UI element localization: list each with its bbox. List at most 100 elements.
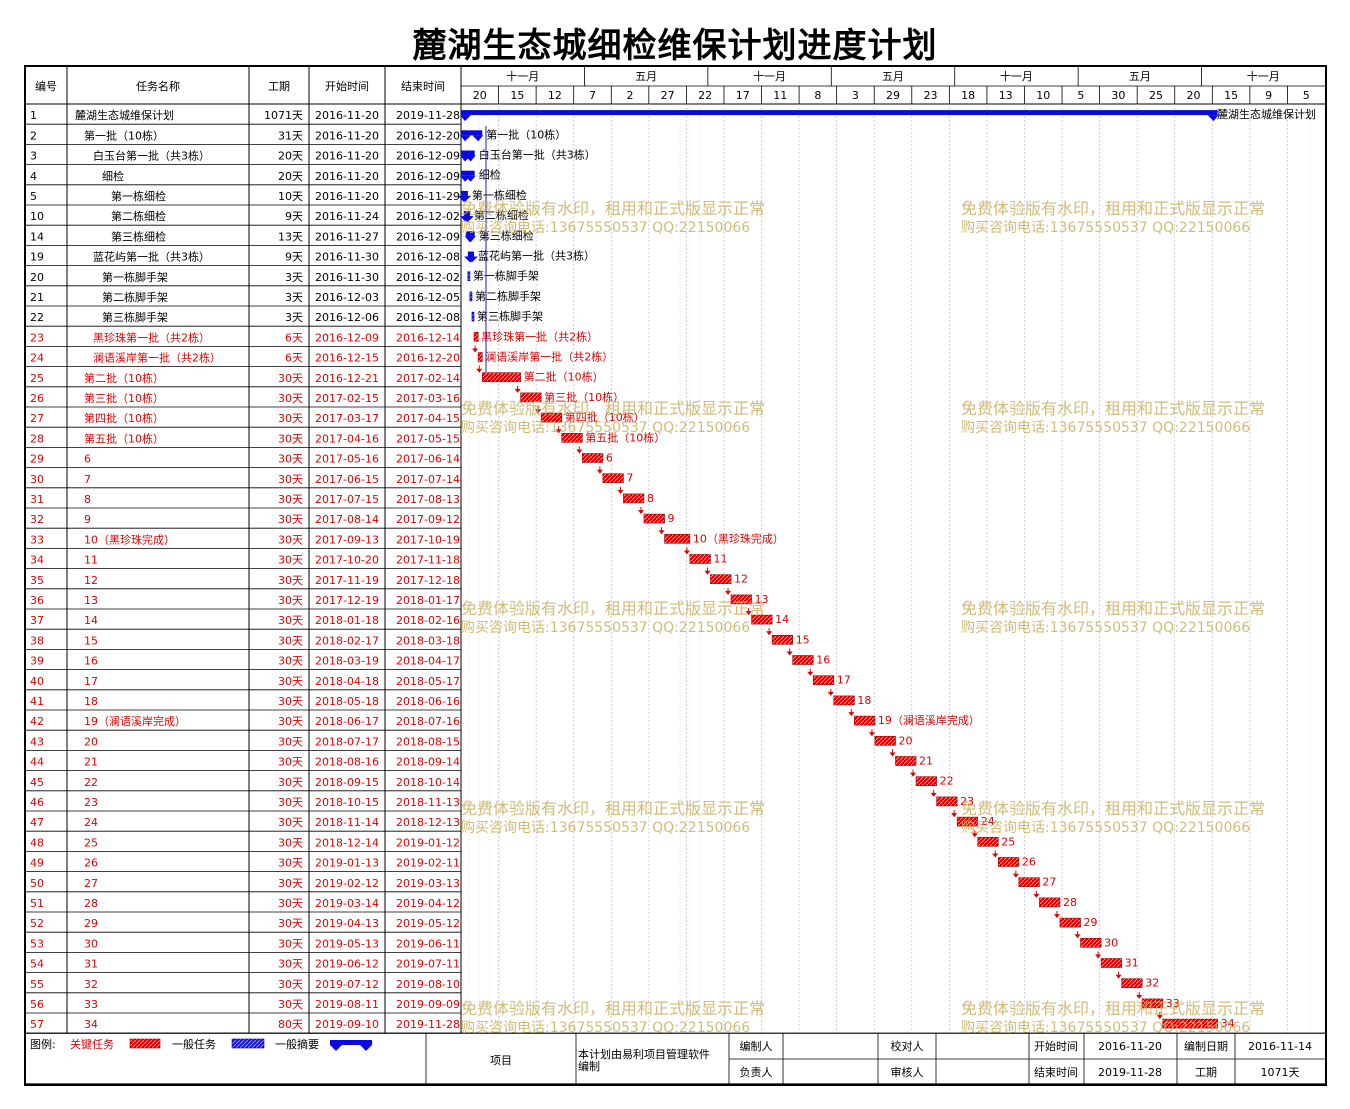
task-bar-label: 第五批（10栋） [585, 430, 665, 444]
task-name: 19（澜语溪岸完成） [84, 714, 186, 728]
watermark-line: 购买咨询电话:13675550537 QQ:22150066 [961, 620, 1250, 636]
task-name: 第一栋脚手架 [102, 270, 168, 284]
dependency-arrowhead [889, 752, 896, 757]
task-end: 2017-06-14 [396, 453, 460, 466]
task-duration: 1071天 [264, 109, 303, 122]
footer-end-label: 结束时间 [1034, 1066, 1078, 1079]
task-bar [664, 533, 691, 544]
timescale-top-label: 五月 [1129, 70, 1151, 83]
task-bar [481, 372, 521, 383]
task-name: 第二栋细检 [111, 209, 166, 223]
task-bar-label: 麓湖生态城维保计划 [1217, 107, 1316, 121]
task-bar [602, 473, 624, 484]
task-id: 19 [30, 251, 44, 264]
timescale-bottom-label: 10 [1036, 89, 1050, 102]
timescale-bottom-label: 30 [1111, 89, 1125, 102]
timescale-top-label: 十一月 [753, 69, 786, 83]
task-bar-label: 第二栋脚手架 [475, 289, 541, 303]
task-end: 2016-12-20 [396, 352, 460, 365]
task-duration: 30天 [278, 675, 303, 688]
task-end: 2018-05-17 [396, 675, 460, 688]
timescale-bottom-label: 29 [886, 89, 900, 102]
dependency-arrowhead [992, 853, 999, 858]
task-name: 26 [84, 857, 98, 870]
task-id: 56 [30, 998, 44, 1011]
task-name: 第三批（10栋） [84, 391, 164, 405]
summary-bar-cap [460, 115, 471, 122]
timescale-bottom-label: 15 [510, 89, 524, 102]
task-end: 2017-07-14 [396, 473, 460, 486]
task-end: 2017-08-13 [396, 493, 460, 506]
task-end: 2019-09-09 [396, 998, 460, 1011]
task-start: 2016-11-24 [315, 210, 379, 223]
task-end: 2017-09-12 [396, 513, 460, 526]
task-duration: 30天 [278, 836, 303, 849]
timescale-bottom-label: 5 [1303, 89, 1310, 102]
timescale-top-label: 五月 [635, 70, 657, 83]
task-name: 25 [84, 836, 98, 849]
task-name: 第三栋细检 [111, 229, 166, 243]
task-end: 2016-12-08 [396, 251, 460, 264]
task-duration: 30天 [278, 796, 303, 809]
task-end: 2018-09-14 [396, 756, 460, 769]
task-start: 2016-11-20 [315, 190, 379, 203]
task-bar [977, 836, 999, 847]
task-duration: 30天 [278, 756, 303, 769]
footer-made-date-label: 编制日期 [1184, 1039, 1228, 1053]
legend-summary-cap [360, 1045, 372, 1051]
task-id: 45 [30, 776, 44, 789]
task-bar [956, 816, 979, 827]
dependency-arrowhead [786, 651, 793, 656]
page-title: 麓湖生态城细检维保计划进度计划 [412, 26, 938, 66]
task-duration: 30天 [278, 634, 303, 647]
task-name: 第三栋脚手架 [102, 310, 168, 324]
summary-bar [465, 231, 475, 237]
task-start: 2018-12-14 [315, 836, 379, 849]
task-duration: 30天 [278, 978, 303, 991]
task-end: 2017-02-14 [396, 372, 460, 385]
task-bar-label: 12 [734, 573, 748, 586]
watermark-line: 购买咨询电话:13675550537 QQ:22150066 [961, 220, 1250, 236]
task-name: 23 [84, 796, 98, 809]
task-bar-label: 15 [796, 633, 810, 646]
task-bar-label: 澜语溪岸第一批（共2栋） [485, 350, 613, 364]
task-name: 33 [84, 998, 98, 1011]
task-id: 34 [30, 554, 44, 567]
task-duration: 6天 [285, 352, 303, 365]
task-end: 2016-12-08 [396, 311, 460, 324]
task-duration: 30天 [278, 897, 303, 910]
task-end: 2018-01-17 [396, 594, 460, 607]
task-name: 9 [84, 513, 91, 526]
task-duration: 30天 [278, 513, 303, 526]
task-duration: 30天 [278, 594, 303, 607]
task-end: 2018-10-14 [396, 776, 460, 789]
task-end: 2019-11-28 [396, 109, 460, 122]
dependency-arrowhead [766, 631, 773, 636]
timescale-bottom-label: 5 [1077, 89, 1084, 102]
task-bar-label: 13 [755, 593, 769, 606]
task-name: 20 [84, 735, 98, 748]
task-bar-label: 31 [1125, 957, 1139, 970]
watermark-line: 购买咨询电话:13675550537 QQ:22150066 [461, 1020, 750, 1036]
task-duration: 9天 [285, 251, 303, 264]
task-end: 2018-07-16 [396, 715, 460, 728]
task-end: 2018-04-17 [396, 655, 460, 668]
summary-bar-cap [460, 135, 471, 142]
task-duration: 30天 [278, 917, 303, 930]
task-bar [1121, 978, 1143, 989]
task-start: 2017-06-15 [315, 473, 379, 486]
task-duration: 30天 [278, 877, 303, 890]
task-end: 2016-12-09 [396, 150, 460, 163]
timescale-top-label: 十一月 [506, 69, 539, 83]
task-bar-label: 第三栋脚手架 [477, 309, 543, 323]
summary-bar-cap [464, 175, 476, 182]
timescale-top-label: 五月 [882, 70, 904, 83]
task-duration: 30天 [278, 958, 303, 971]
task-start: 2016-11-20 [315, 129, 379, 142]
task-bar-label: 9 [668, 512, 675, 525]
column-header-end: 结束时间 [401, 80, 445, 93]
task-id: 42 [30, 715, 44, 728]
summary-bar-cap [457, 195, 469, 202]
task-name: 32 [84, 978, 98, 991]
task-bar [540, 412, 563, 423]
